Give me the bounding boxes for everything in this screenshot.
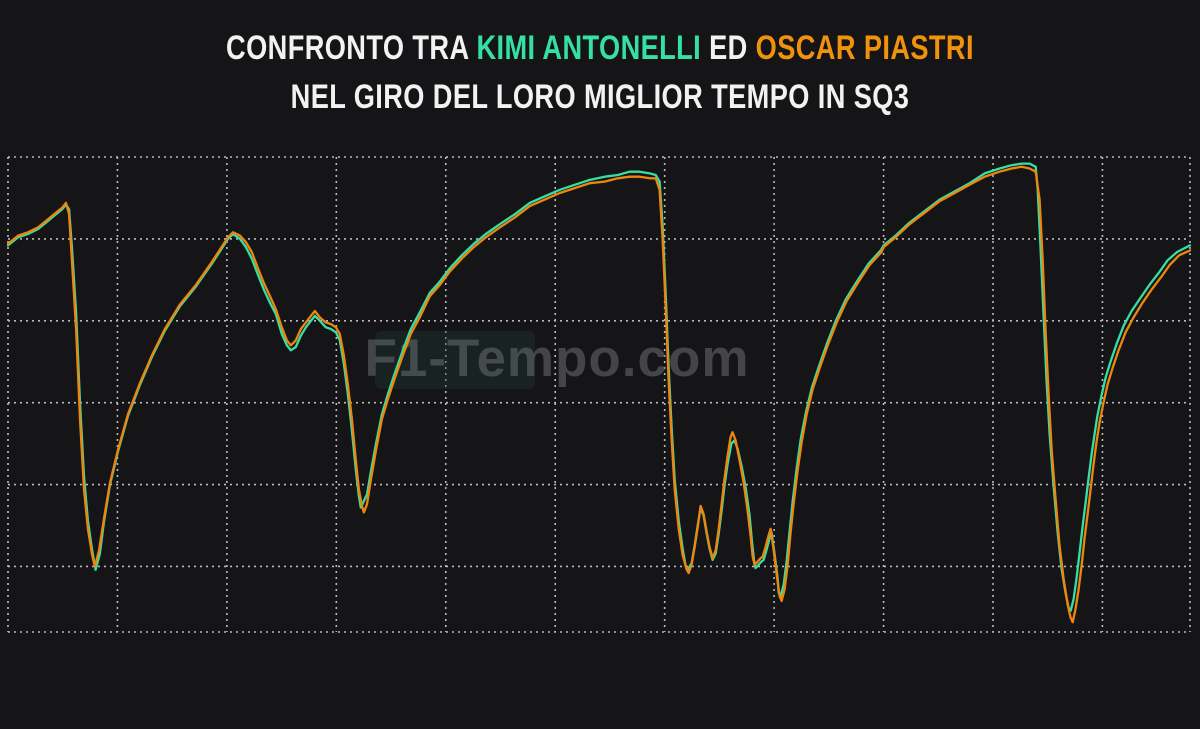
title-middle: ED [701,29,756,67]
driver1-name: KIMI ANTONELLI [476,29,702,67]
watermark-text: F1-Tempo.com [365,329,750,388]
watermark-highlight-box [375,331,535,389]
title-line-1: CONFRONTO TRA KIMI ANTONELLI ED OSCAR PI… [120,24,1080,73]
gridlines [7,156,1191,633]
speed-trace-piastri [6,165,1192,624]
driver2-name: OSCAR PIASTRI [755,29,974,67]
chart-title: CONFRONTO TRA KIMI ANTONELLI ED OSCAR PI… [0,24,1200,122]
title-line-2: NEL GIRO DEL LORO MIGLIOR TEMPO IN SQ3 [290,78,910,116]
title-prefix: CONFRONTO TRA [226,29,477,67]
